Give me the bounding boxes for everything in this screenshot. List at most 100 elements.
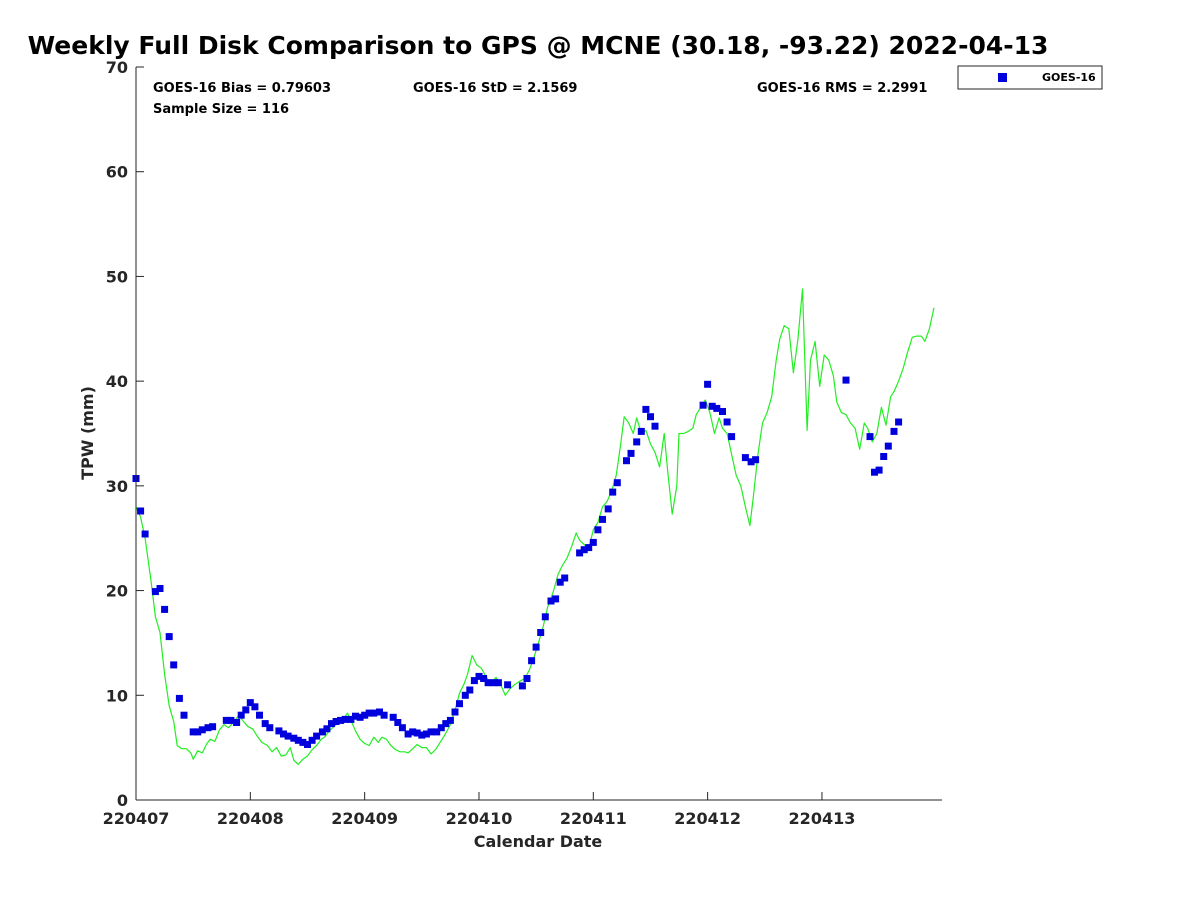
goes16-data-point <box>347 715 355 723</box>
goes16-data-point <box>261 720 269 728</box>
goes16-data-point <box>552 595 560 603</box>
goes16-data-point <box>589 538 597 546</box>
goes16-data-point <box>308 736 316 744</box>
goes16-data-point <box>466 686 474 694</box>
goes16-data-point <box>875 466 883 474</box>
goes16-data-point <box>352 712 359 720</box>
goes16-data-point <box>594 526 602 534</box>
goes16-data-point <box>380 711 388 719</box>
goes16-data-point <box>437 724 445 732</box>
x-tick-label: 220411 <box>560 809 627 828</box>
goes16-data-point <box>156 585 164 592</box>
goes16-data-point <box>895 418 903 426</box>
goes16-data-point <box>609 488 617 496</box>
x-tick-label: 220408 <box>217 809 284 828</box>
goes16-data-point <box>398 724 406 732</box>
y-tick-label: 20 <box>106 582 128 601</box>
legend: GOES-16 <box>957 65 1103 90</box>
axes-background <box>136 67 942 800</box>
goes16-data-point <box>233 719 241 726</box>
goes16-data-point <box>198 726 206 734</box>
goes16-data-point <box>246 699 254 707</box>
goes16-data-point <box>389 713 397 721</box>
goes16-data-point <box>576 549 584 557</box>
goes16-data-point <box>422 730 430 738</box>
goes16-data-point <box>446 716 454 724</box>
goes16-data-point <box>194 728 202 736</box>
goes16-data-point <box>284 732 292 740</box>
goes16-data-point <box>433 728 441 736</box>
x-axis-label: Calendar Date <box>474 832 603 851</box>
legend-marker-goes16 <box>998 73 1007 82</box>
goes16-data-point <box>541 613 549 621</box>
goes16-data-point <box>451 708 459 716</box>
goes16-data-point <box>747 458 755 466</box>
goes16-data-point <box>141 530 149 538</box>
goes16-data-point <box>642 405 650 413</box>
goes16-data-point <box>165 633 173 641</box>
y-axis-label: TPW (mm) <box>78 386 97 480</box>
goes16-data-point <box>376 708 383 716</box>
goes16-data-point <box>280 730 287 738</box>
goes16-data-point <box>170 661 178 669</box>
goes16-data-point <box>613 479 621 487</box>
goes16-data-point <box>713 404 721 412</box>
goes16-data-point <box>532 643 540 651</box>
x-axis-ticks: 220407 220408 220409 220410 220411 220412 2204… <box>103 792 855 828</box>
goes16-data-point <box>370 709 378 717</box>
goes16-data-point <box>323 725 331 733</box>
goes16-data-point <box>337 716 345 724</box>
goes16-marker-layer <box>132 376 903 748</box>
goes16-data-point <box>318 728 326 736</box>
goes16-data-point <box>708 402 716 410</box>
goes16-data-point <box>651 422 659 430</box>
goes16-data-point <box>623 457 630 465</box>
x-tick-label: 220409 <box>331 809 398 828</box>
goes16-data-point <box>394 719 402 726</box>
x-tick-label: 220410 <box>446 809 513 828</box>
goes16-data-point <box>409 728 417 736</box>
goes16-data-point <box>842 376 850 384</box>
goes16-data-point <box>599 515 606 523</box>
goes16-data-point <box>537 629 545 636</box>
goes16-data-point <box>647 413 654 421</box>
rms-stat: GOES-16 RMS = 2.2991 <box>757 81 927 96</box>
goes16-data-point <box>332 718 340 725</box>
goes16-data-point <box>475 672 483 680</box>
goes16-data-point <box>528 657 536 665</box>
sample-size-stat: Sample Size = 116 <box>153 102 289 117</box>
goes16-data-point <box>704 380 712 388</box>
goes16-data-point <box>518 682 526 690</box>
goes16-data-point <box>204 724 212 732</box>
goes16-data-point <box>470 677 478 685</box>
goes16-data-point <box>442 720 450 728</box>
x-tick-label: 220412 <box>674 809 741 828</box>
goes16-data-point <box>209 723 217 731</box>
goes16-data-point <box>237 711 245 719</box>
goes16-data-point <box>356 713 364 721</box>
y-tick-label: 0 <box>117 791 128 810</box>
y-tick-label: 40 <box>106 372 128 391</box>
goes16-data-point <box>871 468 878 476</box>
goes16-data-point <box>490 679 498 687</box>
legend-label-goes16: GOES-16 <box>1042 71 1096 84</box>
goes16-data-point <box>890 427 898 435</box>
plot-area <box>132 67 942 801</box>
goes16-data-point <box>719 408 726 415</box>
goes16-data-point <box>275 727 283 735</box>
goes16-data-point <box>266 724 274 732</box>
y-tick-label: 60 <box>106 163 128 182</box>
goes16-data-point <box>752 456 760 464</box>
y-axis-ticks: 0 10 20 30 40 50 60 70 <box>106 58 144 810</box>
goes16-data-point <box>361 711 369 719</box>
goes16-data-point <box>341 715 349 723</box>
goes16-data-point <box>627 449 635 457</box>
goes16-data-point <box>313 732 321 740</box>
y-tick-label: 70 <box>106 58 128 77</box>
goes16-data-point <box>328 720 335 728</box>
goes16-data-point <box>633 438 641 446</box>
goes16-data-point <box>304 741 311 748</box>
std-stat: GOES-16 StD = 2.1569 <box>413 81 577 96</box>
chart-title: Weekly Full Disk Comparison to GPS @ MCN… <box>28 31 1049 60</box>
